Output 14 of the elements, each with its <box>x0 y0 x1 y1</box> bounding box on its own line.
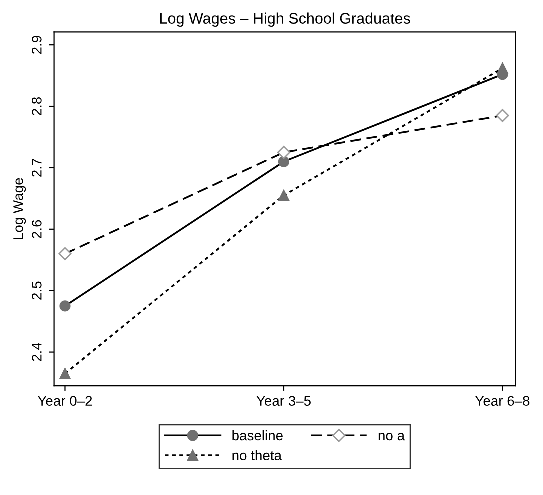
y-tick-label: 2.8 <box>32 97 42 116</box>
y-tick-label: 2.4 <box>32 343 42 362</box>
y-tick-label: 2.6 <box>32 220 42 238</box>
x-tick-label: Year 3–5 <box>256 396 311 406</box>
chart-title: Log Wages – High School Graduates <box>160 12 410 28</box>
y-axis-title: Log Wage <box>14 178 26 240</box>
x-tick-label: Year 0–2 <box>38 396 92 406</box>
y-tick-label: 2.9 <box>32 36 42 54</box>
x-tick-label: Year 6–8 <box>475 396 530 406</box>
y-tick-label: 2.5 <box>32 282 42 300</box>
legend-label: no theta <box>232 450 282 461</box>
y-tick-label: 2.7 <box>32 159 42 177</box>
legend-label: no a <box>378 433 406 441</box>
legend-label: baseline <box>232 430 283 441</box>
